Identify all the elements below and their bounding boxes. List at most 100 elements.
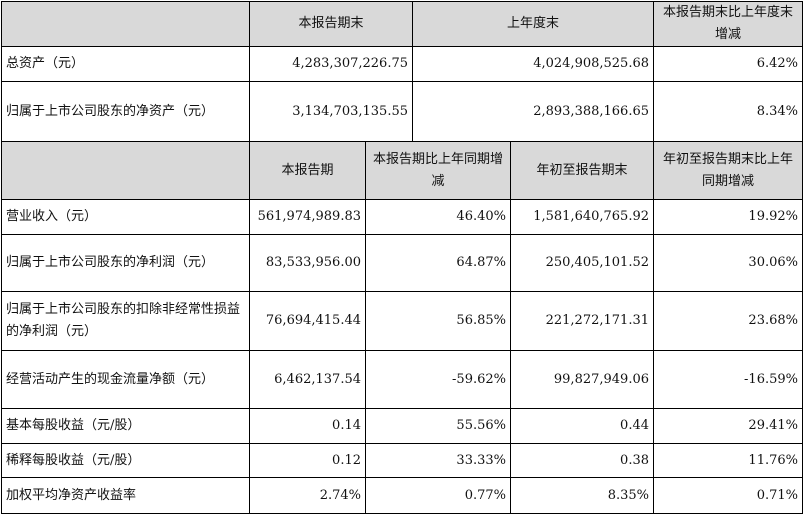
cell-period-change: 56.85% — [365, 291, 511, 351]
cell-ytd-change-text: 29.41% — [748, 418, 798, 433]
header-change-vs-prior-year-end: 本报告期末比上年度末增减 — [653, 1, 803, 47]
table-row: 加权平均净资产收益率 2.74% 0.77% 8.35% 0.71% — [1, 477, 803, 514]
cell-period: 2.74% — [249, 477, 366, 514]
cell-ytd: 0.38 — [510, 443, 654, 478]
cell-period-change-text: 46.40% — [456, 209, 506, 224]
row-label-text: 营业收入（元） — [6, 209, 98, 224]
header-prior-year-end: 上年度末 — [412, 1, 654, 47]
cell-ytd-text: 250,405,101.52 — [545, 255, 649, 270]
cell-period-change-text: 64.87% — [456, 255, 506, 270]
cell-ytd-text: 99,827,949.06 — [553, 371, 649, 387]
cell-period-text: 561,974,989.83 — [257, 209, 361, 224]
cell-ytd-change-text: 0.71% — [756, 487, 798, 503]
header-period-end-text: 本报告期末 — [298, 16, 364, 31]
cell-period: 76,694,415.44 — [249, 291, 366, 351]
cell-prior-text: 2,893,388,166.65 — [533, 103, 649, 119]
cell-ytd-change: 29.41% — [653, 408, 803, 444]
cell-period: 0.12 — [249, 443, 366, 478]
cell-ytd-change: -16.59% — [653, 350, 803, 409]
cell-period-change-text: 56.85% — [456, 313, 506, 328]
cell-prior: 4,024,908,525.68 — [412, 46, 654, 82]
cell-period-change-text: 0.77% — [464, 487, 506, 503]
cell-ytd-change: 19.92% — [653, 199, 803, 235]
cell-ytd-change-text: 19.92% — [748, 209, 798, 224]
table-row: 归属于上市公司股东的扣除非经常性损益的净利润（元） 76,694,415.44 … — [1, 291, 803, 351]
table-row: 经营活动产生的现金流量净额（元） 6,462,137.54 -59.62% 99… — [1, 350, 803, 409]
cell-ytd-change-text: -16.59% — [744, 371, 798, 387]
cell-change-text: 6.42% — [756, 56, 798, 71]
cell-period-change: 64.87% — [365, 234, 511, 292]
cell-period-text: 0.14 — [332, 418, 361, 433]
row-label-text: 经营活动产生的现金流量净额（元） — [6, 371, 215, 387]
cell-period-change-text: 55.56% — [456, 418, 506, 433]
row-label-text: 归属于上市公司股东的净利润（元） — [6, 255, 215, 270]
cell-ytd-text: 8.35% — [607, 487, 649, 503]
cell-current-text: 3,134,703,135.55 — [292, 103, 408, 119]
row-label: 稀释每股收益（元/股） — [1, 443, 250, 478]
header-current-period: 本报告期 — [249, 141, 366, 200]
cell-ytd: 8.35% — [510, 477, 654, 514]
row-label: 加权平均净资产收益率 — [1, 477, 250, 514]
cell-ytd-text: 1,581,640,765.92 — [533, 209, 649, 224]
cell-ytd-change: 23.68% — [653, 291, 803, 351]
table-row: 归属于上市公司股东的净资产（元） 3,134,703,135.55 2,893,… — [1, 81, 803, 142]
cell-period-change: -59.62% — [365, 350, 511, 409]
row-label: 营业收入（元） — [1, 199, 250, 235]
cell-period-change-text: -59.62% — [452, 371, 506, 387]
cell-current: 4,283,307,226.75 — [249, 46, 413, 82]
header-ytd-yoy-change-text: 年初至报告期末比上年同期增减 — [662, 151, 793, 189]
cell-ytd-change: 0.71% — [653, 477, 803, 514]
cell-ytd: 0.44 — [510, 408, 654, 444]
section1-header-row: 本报告期末 上年度末 本报告期末比上年度末增减 — [1, 1, 803, 47]
cell-current-text: 4,283,307,226.75 — [292, 56, 408, 71]
row-label-text: 加权平均净资产收益率 — [6, 487, 137, 503]
table-row: 基本每股收益（元/股） 0.14 55.56% 0.44 29.41% — [1, 408, 803, 444]
header-ytd-yoy-change: 年初至报告期末比上年同期增减 — [653, 141, 803, 200]
row-label: 归属于上市公司股东的净利润（元） — [1, 234, 250, 292]
cell-period-text: 83,533,956.00 — [265, 255, 361, 270]
row-label-text: 稀释每股收益（元/股） — [6, 452, 141, 468]
cell-change-text: 8.34% — [756, 103, 798, 119]
cell-period-text: 0.12 — [332, 452, 361, 468]
cell-ytd: 250,405,101.52 — [510, 234, 654, 292]
cell-ytd-text: 0.38 — [620, 452, 649, 468]
header-period-yoy-change-text: 本报告期比上年同期增减 — [372, 151, 503, 189]
cell-prior-text: 4,024,908,525.68 — [533, 56, 649, 71]
cell-change: 6.42% — [653, 46, 803, 82]
header-ytd: 年初至报告期末 — [510, 141, 654, 200]
row-label-text: 归属于上市公司股东的净资产（元） — [6, 103, 215, 119]
row-label-text: 总资产（元） — [6, 56, 85, 71]
cell-period: 561,974,989.83 — [249, 199, 366, 235]
section1-header-empty — [1, 1, 250, 47]
cell-period-change: 55.56% — [365, 408, 511, 444]
cell-ytd-change-text: 11.76% — [748, 452, 798, 468]
header-prior-year-end-text: 上年度末 — [506, 16, 559, 31]
table-row: 总资产（元） 4,283,307,226.75 4,024,908,525.68… — [1, 46, 803, 82]
cell-ytd: 1,581,640,765.92 — [510, 199, 654, 235]
cell-period-text: 76,694,415.44 — [265, 313, 361, 328]
cell-current: 3,134,703,135.55 — [249, 81, 413, 142]
cell-period-change: 33.33% — [365, 443, 511, 478]
cell-period-text: 2.74% — [319, 487, 361, 503]
cell-ytd-change: 11.76% — [653, 443, 803, 478]
cell-ytd-text: 221,272,171.31 — [545, 313, 649, 328]
section2-header-empty — [1, 141, 250, 200]
table-row: 归属于上市公司股东的净利润（元） 83,533,956.00 64.87% 25… — [1, 234, 803, 292]
cell-ytd-change-text: 30.06% — [748, 255, 798, 270]
cell-period-change-text: 33.33% — [456, 452, 506, 468]
cell-period: 6,462,137.54 — [249, 350, 366, 409]
row-label: 归属于上市公司股东的扣除非经常性损益的净利润（元） — [1, 291, 250, 351]
header-period-yoy-change: 本报告期比上年同期增减 — [365, 141, 511, 200]
table-row: 营业收入（元） 561,974,989.83 46.40% 1,581,640,… — [1, 199, 803, 235]
row-label: 归属于上市公司股东的净资产（元） — [1, 81, 250, 142]
row-label-text: 基本每股收益（元/股） — [6, 418, 141, 433]
cell-ytd-change-text: 23.68% — [748, 313, 798, 328]
cell-period-text: 6,462,137.54 — [274, 371, 361, 387]
cell-period-change: 0.77% — [365, 477, 511, 514]
cell-period: 83,533,956.00 — [249, 234, 366, 292]
cell-ytd-text: 0.44 — [620, 418, 649, 433]
header-current-period-text: 本报告期 — [281, 162, 334, 178]
row-label-text: 归属于上市公司股东的扣除非经常性损益的净利润（元） — [6, 302, 241, 339]
cell-period: 0.14 — [249, 408, 366, 444]
cell-change: 8.34% — [653, 81, 803, 142]
